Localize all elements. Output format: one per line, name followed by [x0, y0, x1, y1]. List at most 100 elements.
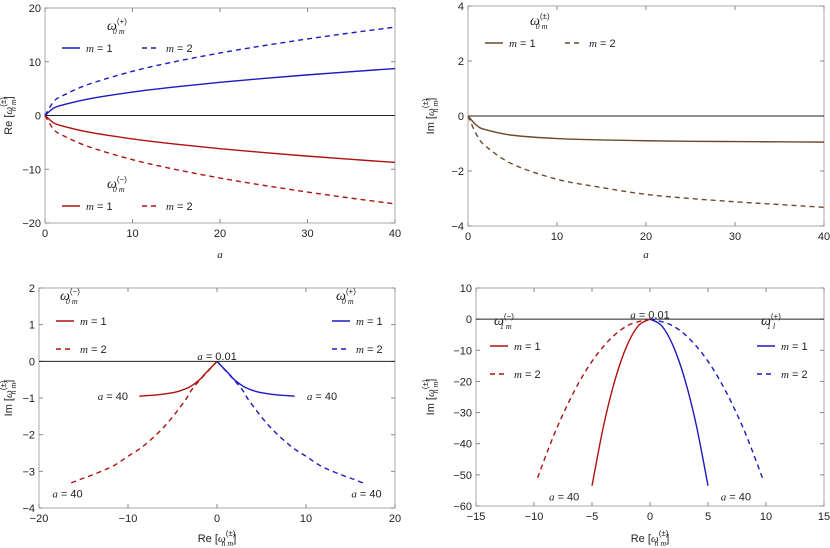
x-tick-label: 10 — [760, 511, 772, 523]
legend-var: m — [514, 341, 522, 353]
label-sup: (±) — [421, 379, 430, 389]
label-pre: Re [ — [3, 115, 15, 135]
legend-plus: ω(+) 0 mm = 1m = 2 — [332, 287, 383, 356]
x-tick-label: 40 — [818, 231, 830, 243]
legend-entry: m = 2 — [80, 344, 107, 356]
label-symbol: ω — [336, 289, 346, 304]
label-sub: n m — [221, 539, 233, 548]
series-line-plus-m2 — [649, 318, 765, 482]
annotation-val: = 40 — [555, 492, 580, 504]
legend-var: m — [514, 369, 522, 381]
y-axis-label-group: Re [ω(±)n m] — [0, 96, 18, 135]
annotation-var: a — [630, 309, 636, 321]
label-var: a — [217, 249, 223, 261]
legend-entry: m = 1 — [781, 341, 808, 353]
annotation: a = 40 — [721, 492, 751, 504]
x-tick-label: −10 — [119, 513, 138, 525]
label-symbol: ω — [425, 108, 437, 116]
series-line-minus-m1 — [139, 360, 218, 397]
legend-entry: m = 1 — [514, 341, 541, 353]
label-sub: n m — [431, 382, 440, 394]
annotation: a = 40 — [52, 488, 82, 500]
label-sup: (+) — [771, 312, 781, 321]
label-symbol: ω — [218, 533, 226, 545]
y-tick-label: −60 — [453, 501, 472, 513]
label-symbol: ω — [3, 107, 15, 115]
label-sup: (−) — [117, 175, 127, 184]
annotation: a = 40 — [98, 391, 128, 403]
legend-entry: m = 2 — [166, 201, 193, 213]
y-axis-label-group: Im [ω(±)n m] — [421, 98, 440, 135]
legend-val: = 2 — [364, 344, 383, 356]
legend-val: = 1 — [522, 341, 541, 353]
label-sub: n m — [9, 99, 18, 111]
y-axis-label-group: Im [ω(±)n m] — [0, 380, 18, 417]
annotation-val: = 0.01 — [636, 309, 670, 321]
label-sub: 0 m — [66, 297, 78, 306]
legend-val: = 2 — [88, 344, 107, 356]
x-tick-label: 20 — [214, 228, 226, 240]
x-tick-label: 10 — [300, 513, 312, 525]
legend-entry: m = 2 — [781, 369, 808, 381]
x-tick-label: 30 — [301, 228, 313, 240]
series-line-minus-m1 — [44, 114, 396, 164]
legend-val: = 1 — [789, 341, 808, 353]
label-pre: Im [ — [3, 398, 15, 416]
annotation: a = 40 — [549, 492, 579, 504]
x-axis-label: a — [643, 249, 649, 261]
legend-title: ω(+) 1 l — [761, 312, 781, 331]
y-axis-label: Im [ω(±)n m] — [421, 98, 440, 135]
x-tick-label: −20 — [30, 513, 49, 525]
legend-title: ω(−) 0 m — [107, 175, 127, 194]
series-line-plus-m1 — [44, 67, 396, 117]
label-symbol: ω — [60, 289, 70, 304]
series-line-plus-m1 — [216, 360, 295, 397]
y-tick-label: −20 — [453, 376, 472, 388]
y-tick-label: −2 — [451, 166, 464, 178]
label-sup: (±) — [226, 529, 236, 538]
annotation: a = 0.01 — [197, 351, 236, 363]
legend-var: m — [86, 43, 94, 55]
label-post: ] — [425, 379, 437, 382]
annotation-val: = 40 — [357, 488, 382, 500]
legend-entry: m = 1 — [80, 316, 107, 328]
legend-minus: ω(−) 0 mm = 1m = 2 — [56, 287, 107, 356]
legend-var: m — [356, 316, 364, 328]
label-var: a — [643, 249, 649, 261]
legend-val: = 2 — [597, 38, 616, 50]
y-tick-label: −20 — [22, 218, 41, 230]
series-line-both-m2 — [467, 115, 825, 208]
legend-entry: m = 2 — [514, 369, 541, 381]
label-sub: n m — [654, 539, 666, 548]
legend-val: = 2 — [174, 43, 193, 55]
annotation-var: a — [197, 351, 203, 363]
label-sup: (+) — [117, 17, 127, 26]
label-sub: 1 l — [767, 322, 776, 331]
label-post: ] — [425, 98, 437, 101]
y-tick-label: −50 — [453, 470, 472, 482]
series-line-minus-m2 — [44, 115, 396, 205]
legend-val: = 2 — [789, 369, 808, 381]
label-sup: (−) — [70, 287, 80, 296]
y-tick-label: 0 — [35, 111, 41, 123]
x-tick-label: 10 — [551, 231, 563, 243]
x-tick-label: 5 — [705, 511, 711, 523]
legend-val: = 1 — [94, 43, 113, 55]
legend-var: m — [589, 38, 597, 50]
x-tick-label: 20 — [389, 513, 401, 525]
y-tick-label: 10 — [460, 283, 472, 295]
legend-var: m — [80, 316, 88, 328]
annotation: a = 40 — [351, 488, 381, 500]
label-post: ] — [233, 533, 236, 545]
legend-val: = 1 — [94, 201, 113, 213]
legend-var: m — [509, 38, 517, 50]
annotation-val: = 0.01 — [203, 351, 237, 363]
legend-minus: ω(−) 1 mm = 1m = 2 — [490, 312, 541, 381]
legend-plus: ω(+) 1 lm = 1 m = 2 — [757, 312, 808, 381]
y-axis-label: Re [ω(±)n m] — [0, 96, 18, 135]
label-pre: Im [ — [425, 397, 437, 415]
